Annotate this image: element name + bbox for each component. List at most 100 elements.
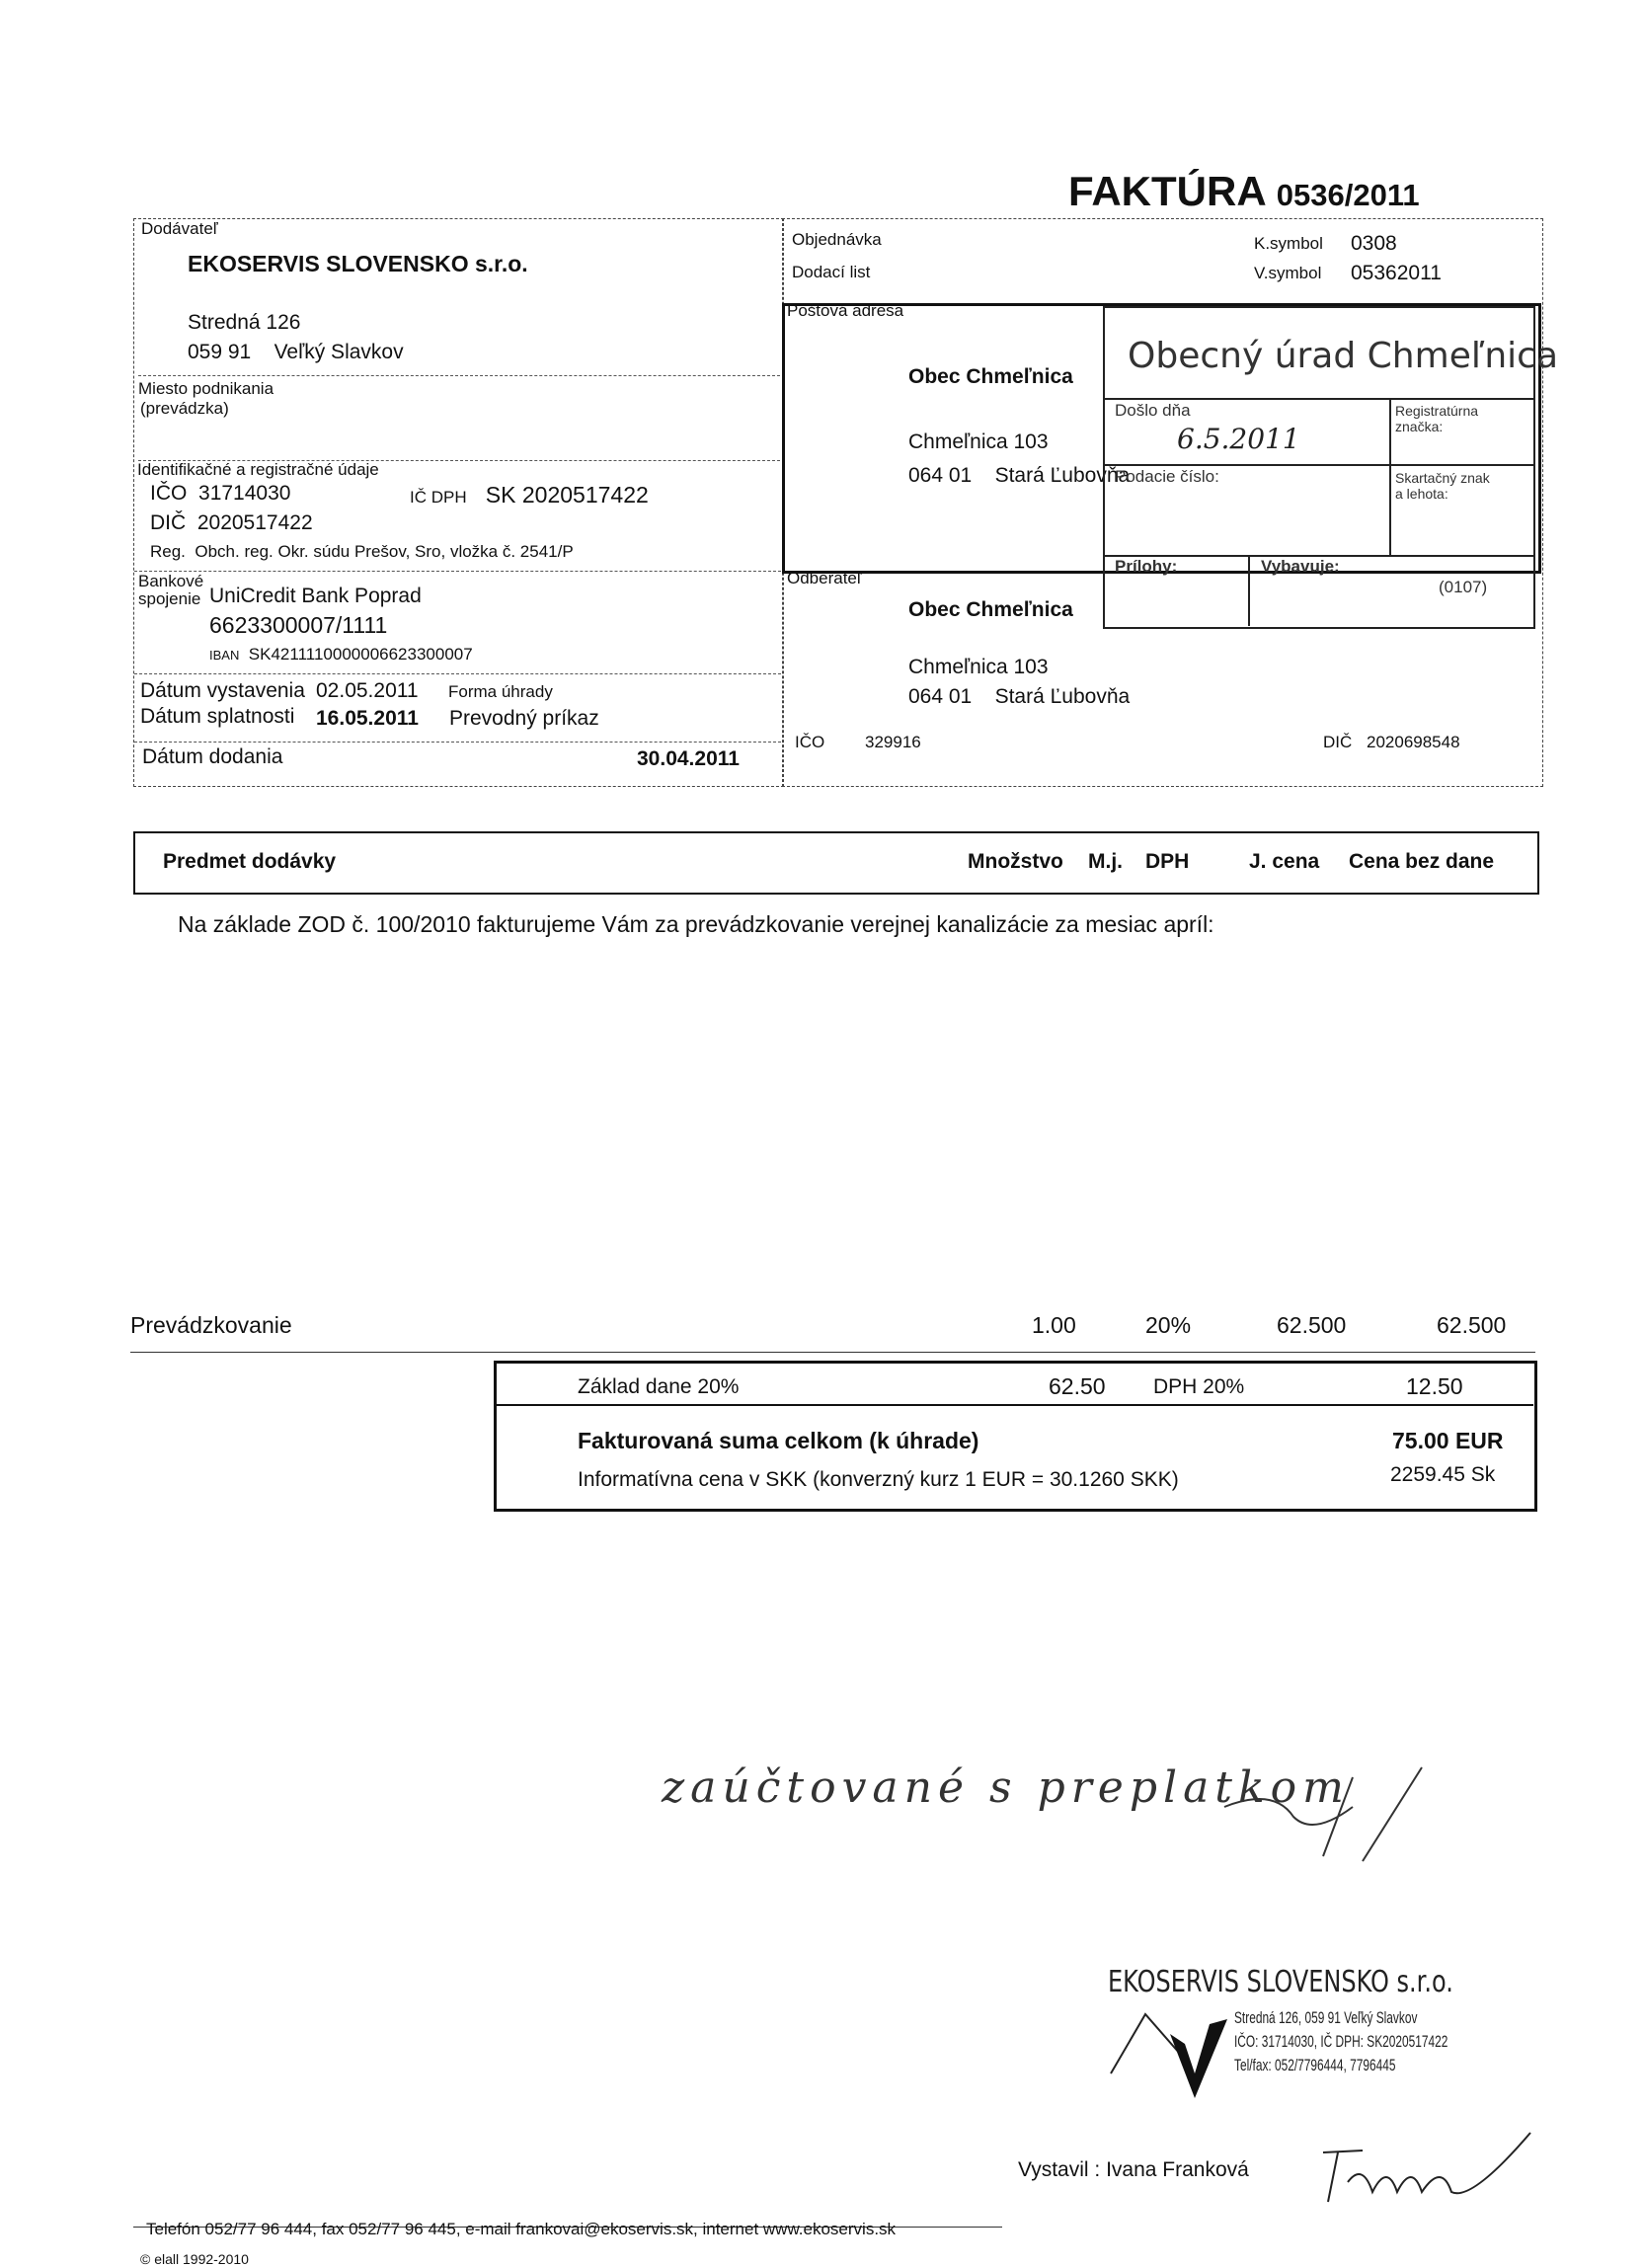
received-label: Došlo dňa — [1115, 401, 1191, 420]
order-label: Objednávka — [792, 230, 882, 249]
customer-dic-label: DIČ — [1323, 733, 1353, 751]
icdph-label: IČ DPH — [410, 488, 467, 507]
supplier-city-line: 059 91 Veľký Slavkov — [188, 341, 404, 364]
divider — [138, 460, 780, 461]
company-stamp-name: EKOSERVIS SLOVENSKO s.r.o. — [1108, 1965, 1453, 1999]
postal-street: Chmeľnica 103 — [908, 430, 1049, 453]
supplier-heading: Dodávateľ — [141, 219, 218, 238]
divider — [134, 571, 781, 572]
title-label: FAKTÚRA — [1068, 168, 1266, 214]
place-label: Miesto podnikania — [138, 379, 274, 398]
stamp-code: (0107) — [1439, 578, 1488, 596]
footer-contact: Telefón 052/77 96 444, fax 052/77 96 445… — [146, 2220, 897, 2238]
iban: SK4211110000006623300007 — [248, 645, 473, 664]
item-qty: 1.00 — [1032, 1312, 1076, 1338]
total-currency: EUR — [1454, 1428, 1504, 1453]
item-vat: 20% — [1145, 1312, 1192, 1338]
col-qty: Množstvo — [968, 850, 1063, 873]
reg-mark-label: Registratúrna — [1395, 403, 1479, 419]
company-stamp-address: Stredná 126, 059 91 Veľký Slavkov — [1234, 2008, 1418, 2027]
postal-name: Obec Chmeľnica — [908, 365, 1073, 388]
stamp-title: Obecný úrad Chmeľnica — [1128, 336, 1559, 376]
col-subject: Predmet dodávky — [163, 850, 337, 873]
divider — [138, 375, 780, 376]
bank-label-1: Bankové — [138, 572, 204, 590]
delivery-date-label: Dátum dodania — [142, 745, 283, 768]
bank-account: 6623300007/1111 — [209, 612, 388, 638]
bank-name: UniCredit Bank Poprad — [209, 585, 422, 607]
item-total: 62.500 — [1437, 1312, 1507, 1338]
footer-copyright: © elall 1992-2010 — [140, 2251, 249, 2267]
registry-stamp: Obecný úrad Chmeľnica Došlo dňa 6.5.2011… — [1103, 306, 1558, 629]
postal-city: Stará Ľubovňa — [994, 464, 1131, 487]
invoice-number: 0536/2011 — [1276, 178, 1420, 212]
customer-heading: Odberateľ — [787, 569, 862, 587]
ico-label: IČO — [150, 482, 188, 505]
col-vat: DPH — [1145, 850, 1190, 873]
due-date: 16.05.2011 — [316, 707, 419, 730]
company-stamp-phone: Tel/fax: 052/7796444, 7796445 — [1234, 2056, 1396, 2074]
company-stamp-ids: IČO: 31714030, IČ DPH: SK2020517422 — [1234, 2032, 1448, 2051]
supplier-city: Veľký Slavkov — [274, 341, 404, 363]
bank-label: Bankové spojenie — [138, 573, 203, 608]
payment-method: Prevodný príkaz — [449, 707, 599, 730]
skk-unit: Sk — [1470, 1463, 1496, 1486]
invoice-description: Na základe ZOD č. 100/2010 fakturujeme V… — [178, 911, 1214, 937]
iban-label: IBAN — [209, 648, 240, 663]
totals-box — [494, 1361, 1537, 1512]
shred-label-2: a lehota: — [1395, 486, 1448, 502]
total-amount: 75.00 — [1392, 1428, 1449, 1453]
dic-label: DIČ — [150, 511, 187, 534]
item-price: 62.500 — [1277, 1312, 1347, 1338]
vat-label: DPH 20% — [1153, 1375, 1245, 1398]
delivery-date: 30.04.2011 — [637, 747, 740, 770]
issue-date-label: Dátum vystavenia — [140, 679, 305, 702]
supplier-reg: Obch. reg. Okr. súdu Prešov, Sro, vložka… — [195, 542, 574, 561]
company-logo-icon — [1110, 2012, 1227, 2098]
issuer-name: Ivana Franková — [1106, 2158, 1249, 2181]
col-price: J. cena — [1249, 850, 1320, 873]
issuer-label: Vystavil : — [1018, 2158, 1101, 2181]
payment-label: Forma úhrady — [448, 682, 553, 701]
delivery-note-label: Dodací list — [792, 263, 871, 281]
divider — [134, 742, 781, 743]
postal-zip: 064 01 — [908, 464, 973, 487]
customer-zip: 064 01 — [908, 685, 973, 708]
col-unit: M.j. — [1088, 850, 1123, 873]
customer-dic: 2020698548 — [1367, 733, 1460, 751]
divider — [130, 1352, 1535, 1353]
supplier-zip: 059 91 — [188, 341, 252, 363]
supplier-street: Stredná 126 — [188, 311, 301, 334]
items-header — [133, 831, 1539, 895]
item-name: Prevádzkovanie — [130, 1312, 292, 1338]
handwritten-signature-mark — [1223, 1766, 1423, 1862]
invoice-title: FAKTÚRA 0536/2011 — [1068, 168, 1420, 215]
skk-amount: 2259.45 — [1390, 1463, 1465, 1486]
attachments-label: Prílohy: — [1115, 557, 1178, 576]
customer-ico: 329916 — [865, 733, 921, 751]
ksymbol-label: K.symbol — [1254, 234, 1323, 253]
handled-by-label: Vybavuje: — [1261, 557, 1340, 576]
divider — [497, 1404, 1533, 1406]
postal-heading: Poštová adresa — [787, 301, 904, 320]
due-date-label: Dátum splatnosti — [140, 705, 295, 728]
reg-mark-label-2: značka: — [1395, 419, 1444, 434]
filing-number-label: Podacie číslo: — [1115, 467, 1219, 486]
bank-label-2: spojenie — [138, 589, 201, 608]
shred-label: Skartačný znak — [1395, 470, 1490, 486]
supplier-name: EKOSERVIS SLOVENSKO s.r.o. — [188, 251, 528, 276]
customer-name: Obec Chmeľnica — [908, 598, 1073, 621]
issuer-signature — [1322, 2132, 1531, 2203]
supplier-dic: 2020517422 — [196, 511, 313, 534]
reg-label: Reg. — [150, 542, 186, 561]
footer-divider — [133, 2227, 1002, 2228]
col-total: Cena bez dane — [1349, 850, 1495, 873]
id-heading: Identifikačné a registračné údaje — [137, 460, 379, 479]
received-date-handwritten: 6.5.2011 — [1177, 423, 1300, 455]
vsymbol: 05362011 — [1351, 262, 1442, 284]
ksymbol: 0308 — [1351, 232, 1397, 255]
vat-amount: 12.50 — [1406, 1373, 1463, 1399]
postal-address-box — [782, 303, 1541, 574]
place-label-2: (prevádzka) — [140, 399, 229, 418]
